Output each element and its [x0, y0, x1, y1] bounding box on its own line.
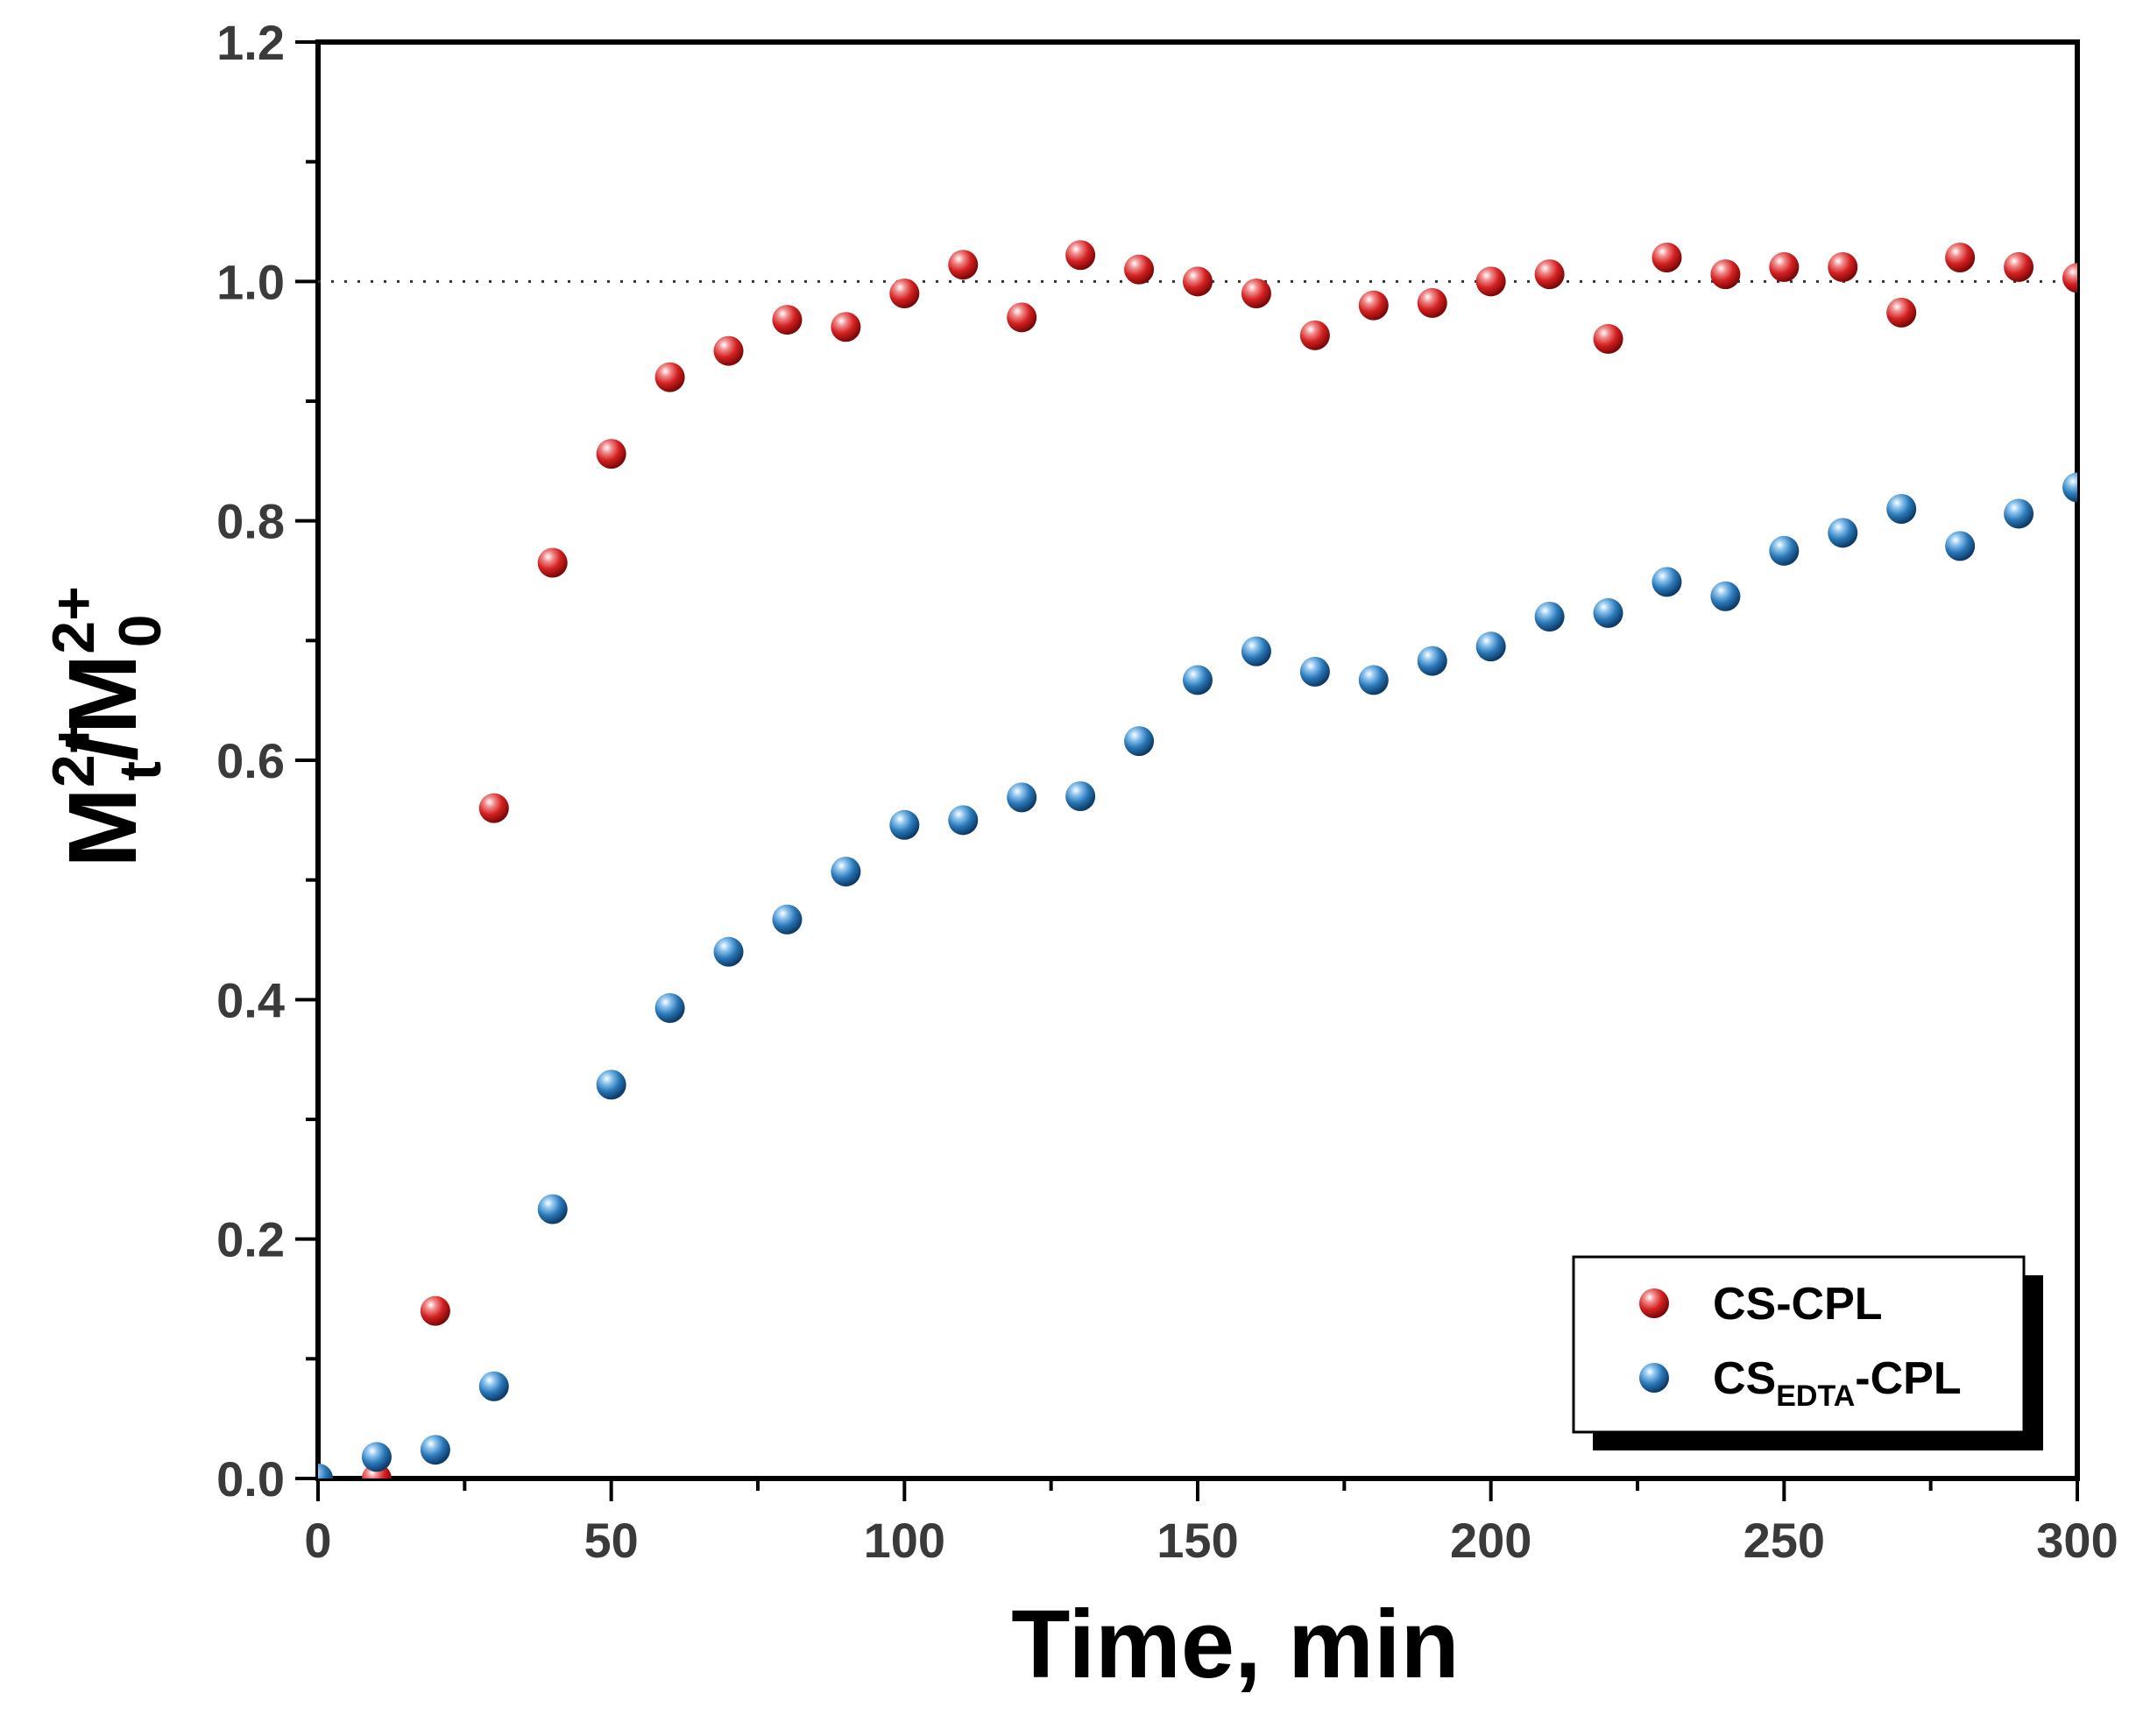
data-point — [2062, 472, 2077, 503]
data-point — [1828, 251, 1858, 282]
x-tick-label: 200 — [1450, 1513, 1531, 1568]
data-point — [1593, 597, 1623, 628]
legend-label: CS-CPL — [1713, 1279, 1883, 1330]
y-axis-title: M2+t/M2+0 — [40, 586, 173, 868]
data-point — [1593, 323, 1623, 354]
data-point — [654, 992, 685, 1023]
data-point — [1183, 665, 1213, 695]
data-point — [1769, 535, 1800, 566]
data-point — [596, 439, 626, 469]
y-tick-label: 0.8 — [216, 494, 285, 549]
y-tick-label: 1.0 — [216, 254, 285, 309]
data-point — [1652, 567, 1682, 597]
data-point — [537, 547, 568, 578]
legend-label: CSEDTA-CPL — [1713, 1353, 1962, 1413]
y-tick-label: 0.2 — [216, 1212, 285, 1267]
y-axis-title-part: M — [49, 787, 157, 868]
legend-marker — [1639, 1288, 1669, 1318]
data-point — [713, 335, 744, 366]
data-point — [1534, 602, 1565, 632]
y-axis-title-part: /M — [49, 654, 157, 761]
data-point — [948, 805, 979, 836]
data-point — [361, 1442, 392, 1472]
x-tick-label: 50 — [584, 1513, 639, 1568]
data-point — [1475, 632, 1506, 662]
y-tick-label: 0.0 — [216, 1451, 285, 1507]
data-point — [1475, 266, 1506, 297]
data-point — [1241, 636, 1271, 667]
data-point — [889, 279, 920, 308]
data-point — [1417, 287, 1447, 318]
data-point — [1299, 656, 1330, 687]
data-point — [318, 1464, 333, 1478]
y-tick-label: 0.4 — [216, 972, 285, 1027]
data-point — [1065, 781, 1096, 811]
y-axis-title-part: 0 — [107, 614, 173, 647]
series-CS_EDTA-CPL — [318, 472, 2077, 1478]
x-tick-label: 150 — [1156, 1513, 1238, 1568]
y-axis-title-part: 2+ — [40, 586, 107, 654]
data-point — [478, 1371, 509, 1401]
x-tick-label: 100 — [864, 1513, 945, 1568]
x-axis-title: Time, min — [1011, 1591, 1459, 1698]
data-point — [831, 857, 861, 887]
data-markers — [318, 240, 2077, 1478]
data-point — [596, 1069, 626, 1100]
data-point — [1417, 646, 1447, 676]
data-point — [1358, 290, 1389, 321]
data-point — [478, 793, 509, 823]
data-point — [1652, 243, 1682, 272]
y-tick-label: 1.2 — [216, 15, 285, 70]
data-point — [1358, 665, 1389, 695]
data-point — [1828, 518, 1858, 548]
data-point — [420, 1435, 450, 1465]
data-point — [1945, 243, 1976, 272]
data-point — [420, 1295, 450, 1326]
data-point — [1769, 251, 1800, 282]
y-axis-title-part: t — [107, 761, 173, 781]
data-point — [1886, 297, 1917, 328]
x-tick-labels: 0 50 100 150 200 250 300 — [304, 1513, 2118, 1568]
data-point — [889, 809, 920, 840]
data-point — [772, 904, 803, 935]
data-point — [1124, 254, 1155, 285]
series-CS-CPL — [318, 240, 2077, 1478]
y-axis-title-part: 2+ — [40, 720, 107, 788]
data-point — [1241, 279, 1271, 308]
data-point — [1007, 302, 1037, 333]
data-point — [1183, 266, 1213, 297]
data-point — [772, 305, 803, 335]
data-point — [1886, 494, 1917, 524]
legend-box — [1572, 1255, 2026, 1434]
data-point — [1065, 240, 1096, 271]
x-tick-label: 0 — [304, 1513, 331, 1568]
data-point — [1534, 259, 1565, 290]
legend-marker — [1639, 1363, 1669, 1393]
data-point — [1124, 726, 1155, 757]
axis-ticks — [295, 40, 2079, 1501]
data-point — [2004, 498, 2034, 529]
data-point — [654, 362, 685, 392]
data-point — [1710, 581, 1741, 611]
data-point — [948, 250, 979, 280]
data-point — [831, 312, 861, 342]
data-point — [1007, 782, 1037, 813]
x-tick-label: 250 — [1744, 1513, 1825, 1568]
data-point — [1945, 531, 1976, 561]
data-point — [1710, 259, 1741, 290]
x-tick-label: 300 — [2036, 1513, 2118, 1568]
data-point — [2062, 263, 2077, 293]
data-point — [2004, 251, 2034, 282]
legend: CS-CPL CSEDTA-CPL — [1572, 1255, 2043, 1450]
data-point — [713, 936, 744, 967]
y-tick-labels: 0.0 0.2 0.4 0.6 0.8 1.0 1.2 — [216, 15, 285, 1507]
y-tick-label: 0.6 — [216, 733, 285, 788]
data-point — [1299, 320, 1330, 350]
data-point — [537, 1194, 568, 1224]
